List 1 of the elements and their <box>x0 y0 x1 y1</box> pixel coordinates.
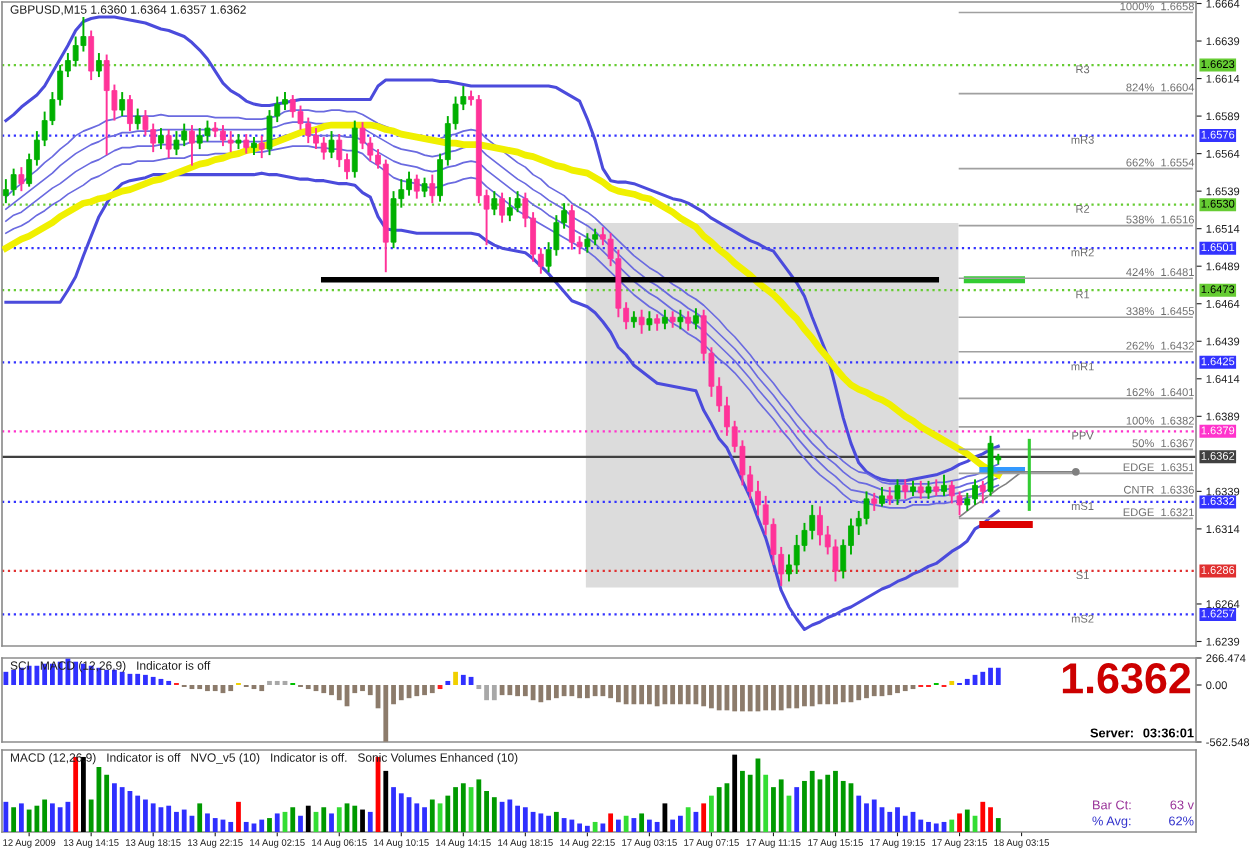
annotation: 1.6362 <box>1062 663 1191 694</box>
